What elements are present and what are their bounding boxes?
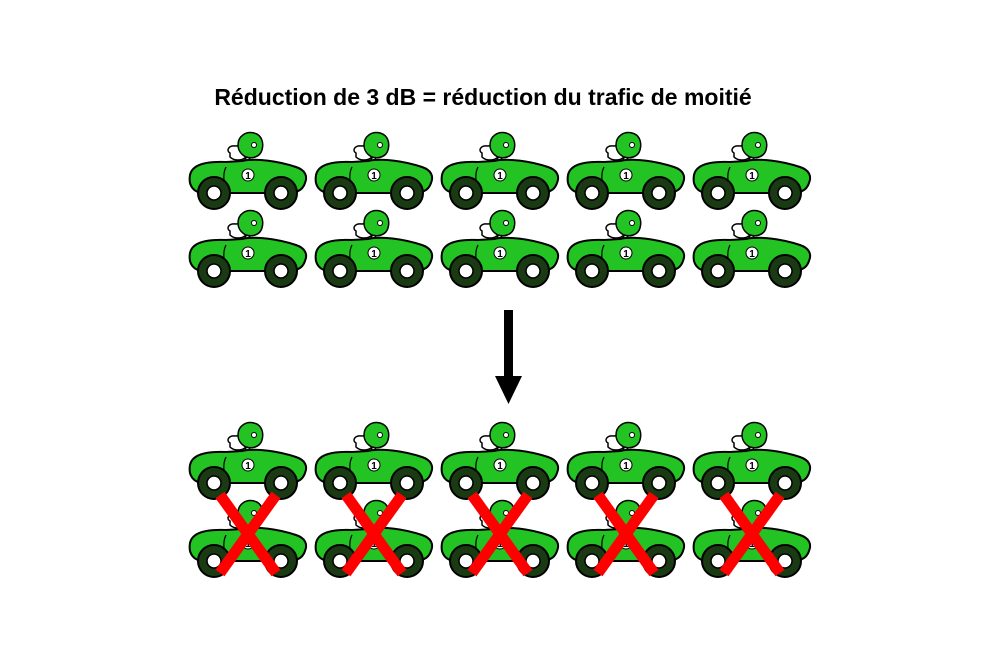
top-car-2-5 [692,209,812,288]
down-arrow [495,310,522,404]
cross-mark-5 [719,491,785,577]
cross-mark-4 [593,491,659,577]
top-car-1-4 [566,131,686,210]
diagram-title: Réduction de 3 dB = réduction du trafic … [214,84,752,110]
bottom-car-1-5 [692,421,812,500]
bottom-car-1-4 [566,421,686,500]
top-car-1-5 [692,131,812,210]
top-car-1-1 [188,131,308,210]
top-car-2-2 [314,209,434,288]
bottom-car-1-3 [440,421,560,500]
top-car-1-2 [314,131,434,210]
bottom-car-1-1 [188,421,308,500]
cross-mark-2 [341,491,407,577]
cross-mark-1 [215,491,281,577]
top-car-2-3 [440,209,560,288]
top-car-group [188,131,812,288]
top-car-1-3 [440,131,560,210]
cross-mark-3 [467,491,533,577]
top-car-2-1 [188,209,308,288]
bottom-car-1-2 [314,421,434,500]
arrow-head [495,376,522,404]
top-car-2-4 [566,209,686,288]
arrow-shaft [504,310,513,378]
bottom-car-group [188,421,812,578]
